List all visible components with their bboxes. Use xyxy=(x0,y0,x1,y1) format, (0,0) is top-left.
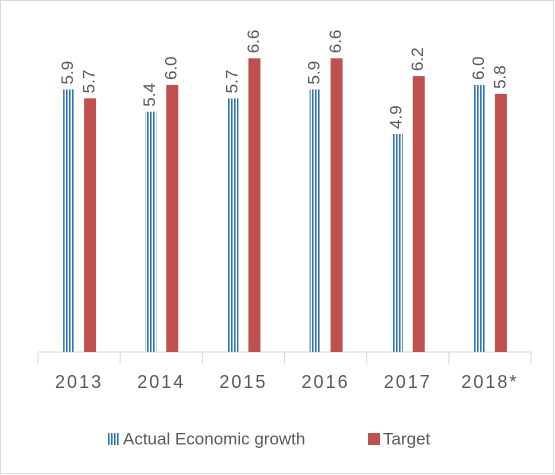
data-label: 5.7 xyxy=(80,70,99,94)
bar xyxy=(473,85,485,352)
bar xyxy=(145,111,157,352)
bar xyxy=(166,85,179,352)
bar xyxy=(227,98,239,352)
x-tick-label: 2013 xyxy=(55,372,103,392)
legend-label: Target xyxy=(383,429,431,448)
data-label: 6.6 xyxy=(244,30,263,54)
bar xyxy=(330,58,343,353)
legend-swatch xyxy=(368,433,380,445)
data-label: 5.4 xyxy=(140,83,159,107)
bar xyxy=(63,89,75,352)
data-label: 6.6 xyxy=(326,30,345,54)
x-tick-label: 2015 xyxy=(219,372,267,392)
data-label: 4.9 xyxy=(387,105,406,129)
data-label: 6.0 xyxy=(469,56,488,80)
x-tick-label: 2016 xyxy=(302,372,350,392)
legend-label: Actual Economic growth xyxy=(123,429,305,448)
x-tick-label: 2017 xyxy=(384,372,432,392)
bar xyxy=(248,58,261,353)
bar xyxy=(494,93,507,353)
x-tick-label: 2018* xyxy=(461,372,518,392)
x-tick-label: 2014 xyxy=(137,372,185,392)
bar xyxy=(412,76,425,352)
data-label: 5.8 xyxy=(490,65,509,89)
data-label: 6.0 xyxy=(162,56,181,80)
bar xyxy=(84,98,97,352)
data-label: 5.9 xyxy=(58,61,77,85)
data-label: 5.9 xyxy=(305,61,324,85)
data-label: 6.2 xyxy=(408,47,427,71)
bar xyxy=(391,133,403,352)
bar xyxy=(309,89,321,352)
data-label: 5.7 xyxy=(222,70,241,94)
legend-swatch xyxy=(108,433,120,445)
